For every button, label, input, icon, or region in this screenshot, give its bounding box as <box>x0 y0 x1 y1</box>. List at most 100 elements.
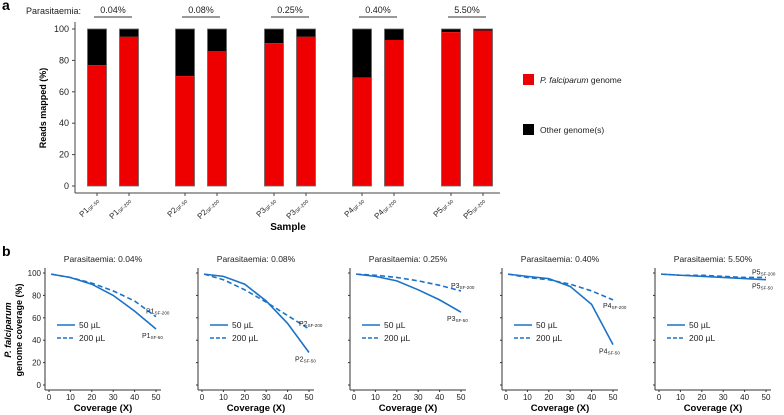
legend-label-200: 200 µL <box>384 333 410 343</box>
line-sf50 <box>51 273 157 330</box>
legend-label-50: 50 µL <box>536 320 558 330</box>
legend-label: Other genome(s) <box>540 125 604 135</box>
parasitaemia-value: 5.50% <box>454 5 480 15</box>
y-tick-label: 40 <box>59 118 69 128</box>
x-tick-label: 0 <box>657 393 662 402</box>
x-tick-label: 20 <box>697 393 706 402</box>
legend-label-200: 200 µL <box>232 333 258 343</box>
x-tick-label: 10 <box>66 393 75 402</box>
y-tick-label: 60 <box>59 87 69 97</box>
legend-label-50: 50 µL <box>384 320 406 330</box>
x-tick-label: 40 <box>435 393 444 402</box>
subplot-P5 <box>653 268 771 392</box>
y-tick-label: 20 <box>59 150 69 160</box>
x-tick-label: 30 <box>414 393 423 402</box>
parasitaemia-value: 0.40% <box>365 5 391 15</box>
line-sf50 <box>356 273 462 313</box>
legend-label-50: 50 µL <box>689 320 711 330</box>
bar-other-genome <box>441 29 461 33</box>
bar-outline <box>441 28 461 187</box>
x-tick-label: 20 <box>544 393 553 402</box>
curve-label-sf50: P1SF-50 <box>142 333 163 340</box>
legend-label-200: 200 µL <box>536 333 562 343</box>
x-tick-label: 50 <box>762 393 771 402</box>
curve-label-sf200: P4SF-200 <box>603 303 627 310</box>
x-axis-title: Coverage (X) <box>531 403 590 414</box>
y-tick-label: 60 <box>32 314 41 323</box>
x-tick-label: 0 <box>352 393 357 402</box>
x-tick-label: 40 <box>283 393 292 402</box>
legend-swatch <box>523 74 534 85</box>
x-tick-label: 50 <box>457 393 466 402</box>
y-axis-title: P. falciparum <box>3 302 13 357</box>
curve-label-sf50: P4SF-50 <box>599 349 620 356</box>
line-sf200 <box>356 273 462 292</box>
line-sf200 <box>508 273 614 301</box>
bar-other-genome <box>264 29 284 44</box>
x-tick-label: 20 <box>87 393 96 402</box>
bar-pf-genome <box>87 65 107 186</box>
bar-pf-genome <box>296 36 316 186</box>
y-tick-label: 40 <box>32 336 41 345</box>
x-tick-label: 10 <box>676 393 685 402</box>
bar-pf-genome <box>384 39 404 186</box>
bar-outline <box>264 28 284 187</box>
legend-label-200: 200 µL <box>79 333 105 343</box>
x-axis-title: Coverage (X) <box>74 403 133 414</box>
bar-pf-genome <box>207 50 227 187</box>
x-tick-label: P5SF-200 <box>462 196 488 222</box>
x-tick-label: 10 <box>523 393 532 402</box>
x-tick-label: 0 <box>504 393 509 402</box>
x-axis-title: Coverage (X) <box>684 403 743 414</box>
x-tick-label: P2SF-200 <box>196 196 222 222</box>
subplot-title: Parasitaemia: 0.25% <box>369 254 448 264</box>
legend-label-50: 50 µL <box>79 320 101 330</box>
bar-other-genome <box>352 29 372 78</box>
line-sf200 <box>661 273 766 279</box>
curve-label-sf200: P3SF-200 <box>451 283 475 290</box>
x-tick-label: 10 <box>371 393 380 402</box>
bar-other-genome <box>175 29 195 77</box>
bar-outline <box>352 28 372 187</box>
x-tick-label: P3SF-50 <box>254 196 278 220</box>
legend-label: P. falciparum genome <box>540 75 622 85</box>
curve-label-sf200: P1SF-200 <box>146 309 170 316</box>
x-tick-label: 40 <box>740 393 749 402</box>
y-tick-label: 80 <box>32 291 41 300</box>
bar-outline <box>296 28 316 187</box>
curve-label-sf200: P2SF-200 <box>299 321 323 328</box>
x-tick-label: 10 <box>219 393 228 402</box>
line-sf50 <box>204 273 310 353</box>
bar-pf-genome <box>175 76 195 186</box>
x-tick-label: 40 <box>130 393 139 402</box>
x-tick-label: 20 <box>240 393 249 402</box>
parasitaemia-value: 0.08% <box>188 5 214 15</box>
bar-pf-genome <box>473 30 493 186</box>
x-tick-label: 20 <box>392 393 401 402</box>
x-tick-label: 0 <box>200 393 205 402</box>
bar-pf-genome <box>264 43 284 186</box>
legend-label-200: 200 µL <box>689 333 715 343</box>
panel-label-a: a <box>2 0 10 13</box>
x-tick-label: 50 <box>152 393 161 402</box>
y-tick-label: 100 <box>54 24 69 34</box>
bar-other-genome <box>296 29 316 37</box>
x-tick-label: 30 <box>262 393 271 402</box>
bar-pf-genome <box>441 32 461 186</box>
y-axis-title: genome coverage (%) <box>14 283 24 376</box>
x-tick-label: P4SF-200 <box>373 196 399 222</box>
subplot-title: Parasitaemia: 0.04% <box>64 254 143 264</box>
bar-outline <box>207 28 227 187</box>
line-sf200 <box>51 273 157 318</box>
parasitaemia-value: 0.04% <box>100 5 126 15</box>
x-tick-label: P2SF-50 <box>165 196 189 220</box>
subplot-P1 <box>43 268 161 392</box>
x-tick-label: 0 <box>47 393 52 402</box>
bar-pf-genome <box>119 36 139 186</box>
bar-outline <box>473 28 493 187</box>
subplot-title: Parasitaemia: 0.40% <box>521 254 600 264</box>
x-tick-label: 30 <box>719 393 728 402</box>
legend-swatch <box>523 124 534 135</box>
bar-other-genome <box>384 29 404 40</box>
